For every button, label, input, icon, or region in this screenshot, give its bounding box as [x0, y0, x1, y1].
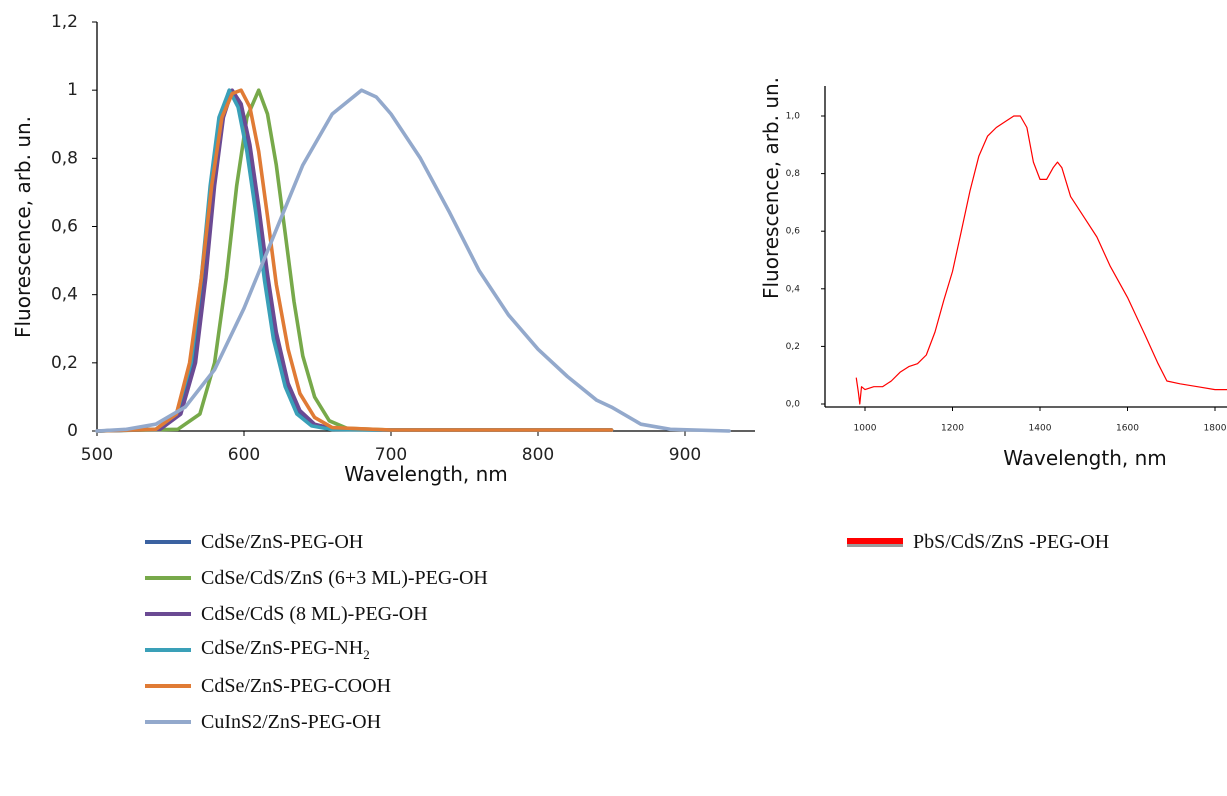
right-y-tick-label: 0,6	[786, 227, 801, 237]
legend-item-pbs: PbS/CdS/ZnS -PEG-OH	[847, 524, 1109, 560]
legend-swatch	[145, 612, 191, 616]
left-y-tick-label: 0,2	[51, 353, 78, 373]
right-y-tick-label: 0,0	[786, 400, 801, 410]
right-y-tick-label: 1,0	[786, 112, 801, 122]
legend-item-cdse-cds: CdSe/CdS (8 ML)-PEG-OH	[145, 596, 488, 632]
left-y-axis-title: Fluorescence, arb. un.	[11, 116, 35, 338]
legend-label: CuInS2/ZnS-PEG-OH	[201, 710, 382, 733]
right-x-tick-label: 1600	[1116, 424, 1139, 434]
legend-label: CdSe/ZnS-PEG-COOH	[201, 674, 392, 697]
legend-item-cuins2: CuInS2/ZnS-PEG-OH	[145, 704, 488, 740]
right-y-tick-label: 0,2	[786, 342, 800, 352]
legend-label: PbS/CdS/ZnS -PEG-OH	[913, 530, 1110, 553]
right-series-line-0	[855, 115, 1227, 405]
left-y-tick-label: 0,4	[51, 285, 78, 305]
left-ticks: 500 600 700 800 900 0 0,2 0,4 0,6 0,8 1 1,2	[51, 12, 701, 465]
left-x-tick-label: 500	[81, 445, 113, 465]
left-series-line-4	[95, 88, 614, 433]
right-y-tick-label: 0,4	[786, 284, 801, 294]
right-x-axis-title: Wavelength, nm	[1003, 446, 1167, 470]
right-chart: 1000 1200 1400 1600 1800 0,0 0,2 0,4 0,6 0,8 1,0 W…	[759, 77, 1227, 470]
left-x-tick-label: 600	[228, 445, 260, 465]
left-y-tick-label: 0,8	[51, 148, 78, 168]
left-chart: 500 600 700 800 900 0 0,2 0,4 0,6 0,8 1 1,2 Wavelen…	[11, 12, 755, 486]
right-x-tick-label: 1200	[941, 424, 964, 434]
left-x-tick-label: 700	[375, 445, 407, 465]
legend-label: CdSe/CdS (8 ML)-PEG-OH	[201, 602, 428, 625]
left-x-axis-title: Wavelength, nm	[344, 462, 508, 486]
right-x-tick-label: 1800	[1204, 424, 1227, 434]
legend-item-cdse-zns-nh2: CdSe/ZnS-PEG-NH2	[145, 632, 488, 668]
legend-swatch	[145, 648, 191, 652]
legend-item-cdse-cds-zns: CdSe/CdS/ZnS (6+3 ML)-PEG-OH	[145, 560, 488, 596]
right-legend: PbS/CdS/ZnS -PEG-OH	[847, 524, 1109, 560]
legend-label: CdSe/ZnS-PEG-OH	[201, 530, 364, 553]
right-x-tick-label: 1000	[854, 424, 877, 434]
left-series-line-1	[95, 88, 614, 433]
right-x-tick-label: 1400	[1029, 424, 1052, 434]
left-y-tick-label: 0	[67, 421, 78, 441]
right-series	[855, 115, 1227, 405]
left-x-tick-label: 900	[669, 445, 701, 465]
left-series-line-0	[95, 88, 614, 433]
left-legend: CdSe/ZnS-PEG-OH CdSe/CdS/ZnS (6+3 ML)-PE…	[145, 524, 488, 740]
legend-item-cdse-zns-oh: CdSe/ZnS-PEG-OH	[145, 524, 488, 560]
right-ticks: 1000 1200 1400 1600 1800 0,0 0,2 0,4 0,6 0,8 1,0	[786, 112, 1227, 434]
right-y-axis-title: Fluorescence, arb. un.	[759, 77, 783, 299]
legend-item-cdse-zns-cooh: CdSe/ZnS-PEG-COOH	[145, 668, 488, 704]
legend-label: CdSe/CdS/ZnS (6+3 ML)-PEG-OH	[201, 566, 488, 589]
legend-swatch	[145, 576, 191, 580]
left-series-line-2	[95, 88, 614, 433]
legend-swatch	[145, 540, 191, 544]
legend-label: CdSe/ZnS-PEG-NH2	[201, 637, 370, 662]
legend-swatch	[847, 537, 903, 547]
legend-swatch	[145, 720, 191, 724]
left-y-tick-label: 0,6	[51, 217, 78, 237]
legend-swatch	[145, 684, 191, 688]
left-y-tick-label: 1,2	[51, 12, 78, 32]
left-series-line-3	[95, 88, 614, 433]
right-y-tick-label: 0,8	[786, 169, 801, 179]
left-y-tick-label: 1	[67, 80, 78, 100]
left-series-line-5	[95, 88, 731, 433]
left-x-tick-label: 800	[522, 445, 554, 465]
left-series	[95, 88, 731, 433]
